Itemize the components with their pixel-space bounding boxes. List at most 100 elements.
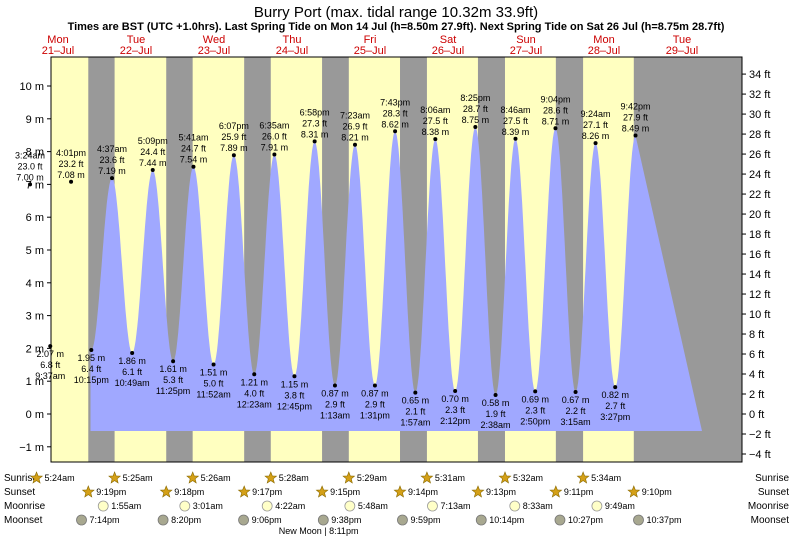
- right-tick-label: 8 ft: [749, 329, 764, 341]
- low-tide-time: 3:27pm: [600, 412, 630, 422]
- high-tide-time: 6:07pm: [219, 121, 249, 131]
- sunrise-row-label-right: Sunrise: [755, 473, 789, 484]
- sunrise-time: 5:29am: [357, 473, 387, 483]
- high-tide-point: [28, 182, 33, 187]
- sunset-time: 9:10pm: [642, 487, 672, 497]
- low-tide-feet: 2.2 ft: [566, 406, 587, 416]
- high-tide-feet: 27.1 ft: [583, 120, 609, 130]
- low-tide-feet: 2.3 ft: [445, 405, 466, 415]
- right-tick-label: 22 ft: [749, 189, 770, 201]
- high-tide-time: 6:58pm: [300, 107, 330, 117]
- moonset-time: 10:37pm: [647, 515, 682, 525]
- low-tide-metres: 1.95 m: [78, 353, 106, 363]
- moonrise-icon: [344, 500, 356, 512]
- low-tide-point: [533, 389, 538, 394]
- high-tide-point: [272, 152, 277, 157]
- high-tide-point: [513, 136, 518, 141]
- day-date-label: 28–Jul: [588, 45, 620, 57]
- high-tide-feet: 27.5 ft: [423, 116, 449, 126]
- high-tide-time: 4:01pm: [56, 148, 86, 158]
- low-tide-point: [252, 372, 257, 377]
- high-tide-time: 9:24am: [581, 109, 611, 119]
- day-name-label: Fri: [364, 34, 377, 46]
- moonrise-time: 8:33am: [523, 501, 553, 511]
- chart-title: Burry Port (max. tidal range 10.32m 33.9…: [254, 4, 538, 21]
- low-tide-point: [332, 383, 337, 388]
- high-tide-time: 6:35am: [259, 121, 289, 131]
- low-tide-metres: 0.87 m: [361, 388, 389, 398]
- sunset-time: 9:18pm: [174, 487, 204, 497]
- high-tide-metres: 7.91 m: [261, 143, 289, 153]
- right-tick-label: 2 ft: [749, 389, 764, 401]
- sunrise-icon: [108, 471, 122, 484]
- low-tide-feet: 6.1 ft: [122, 367, 143, 377]
- sunset-time: 9:13pm: [486, 487, 516, 497]
- right-tick-label: 34 ft: [749, 69, 770, 81]
- sunset-time: 9:15pm: [330, 487, 360, 497]
- moonrise-time: 1:55am: [111, 501, 141, 511]
- day-name-label: Mon: [593, 34, 614, 46]
- plot-border: [50, 56, 743, 463]
- sunrise-time: 5:28am: [279, 473, 309, 483]
- left-tick-label: −1 m: [19, 442, 44, 454]
- high-tide-point: [553, 126, 558, 131]
- high-tide-feet: 27.5 ft: [503, 116, 529, 126]
- moonset-icon: [633, 514, 644, 526]
- low-tide-time: 2:50pm: [520, 416, 550, 426]
- low-tide-time: 11:25pm: [156, 386, 190, 396]
- moonset-icon: [475, 514, 487, 526]
- moonrise-icon: [179, 500, 191, 512]
- moonrise-time: 4:22am: [275, 501, 305, 511]
- moonset-icon: [76, 514, 87, 526]
- high-tide-time: 9:42pm: [621, 102, 651, 112]
- low-tide-metres: 1.86 m: [118, 356, 146, 366]
- high-tide-feet: 27.9 ft: [623, 113, 649, 123]
- low-tide-feet: 1.9 ft: [486, 409, 507, 419]
- low-tide-point: [89, 348, 94, 353]
- sunrise-time: 5:31am: [435, 473, 465, 483]
- day-date-label: 21–Jul: [42, 45, 74, 57]
- day-name-label: Tue: [673, 34, 692, 46]
- low-tide-time: 1:57am: [400, 418, 430, 428]
- sunset-row-label-right: Sunset: [758, 487, 789, 498]
- low-tide-time: 3:15am: [561, 417, 591, 427]
- high-tide-feet: 27.3 ft: [302, 118, 328, 128]
- high-tide-point: [473, 125, 478, 129]
- low-tide-point: [573, 390, 578, 395]
- low-tide-feet: 2.9 ft: [365, 399, 386, 409]
- right-tick-label: 24 ft: [749, 169, 770, 181]
- low-tide-time: 11:52am: [196, 389, 230, 399]
- high-tide-metres: 8.71 m: [542, 116, 570, 126]
- sun-moon-events: Sunrise Sunrise Sunset Sunset Moonrise Moonri…: [4, 471, 789, 536]
- plot-frame: [50, 56, 743, 463]
- chart-subtitle: Times are BST (UTC +1.0hrs). Last Spring…: [68, 21, 725, 33]
- moonset-icon: [238, 514, 249, 526]
- moonset-time: 8:20pm: [171, 515, 201, 525]
- moonset-icon: [554, 514, 566, 526]
- moonset-icon: [157, 514, 169, 526]
- low-tide-time: 1:13am: [320, 410, 350, 420]
- day-name-label: Thu: [283, 34, 302, 46]
- high-tide-metres: 7.89 m: [220, 143, 248, 153]
- low-tide-feet: 6.8 ft: [40, 360, 61, 370]
- high-tide-metres: 7.54 m: [180, 155, 208, 165]
- low-tide-metres: 0.65 m: [402, 396, 430, 406]
- right-tick-label: 12 ft: [749, 289, 770, 301]
- day-date-label: 29–Jul: [666, 45, 698, 57]
- high-tide-time: 5:09pm: [138, 136, 168, 146]
- high-tide-time: 3:24am: [15, 150, 45, 160]
- sunrise-icon: [576, 471, 590, 484]
- sunrise-icon: [342, 471, 356, 484]
- right-tick-label: 14 ft: [749, 269, 770, 281]
- sunrise-row-label: Sunrise: [4, 473, 38, 484]
- high-tide-feet: 24.4 ft: [140, 147, 166, 157]
- day-date-label: 25–Jul: [354, 45, 386, 57]
- left-tick-label: 2 m: [26, 343, 44, 355]
- low-tide-metres: 1.61 m: [159, 364, 187, 374]
- high-tide-time: 9:04pm: [540, 94, 570, 104]
- daylight-band: [51, 57, 89, 462]
- sunset-icon: [159, 485, 173, 498]
- tide-area: [90, 127, 702, 431]
- sunrise-icon: [186, 471, 200, 484]
- day-date-label: 22–Jul: [120, 45, 152, 57]
